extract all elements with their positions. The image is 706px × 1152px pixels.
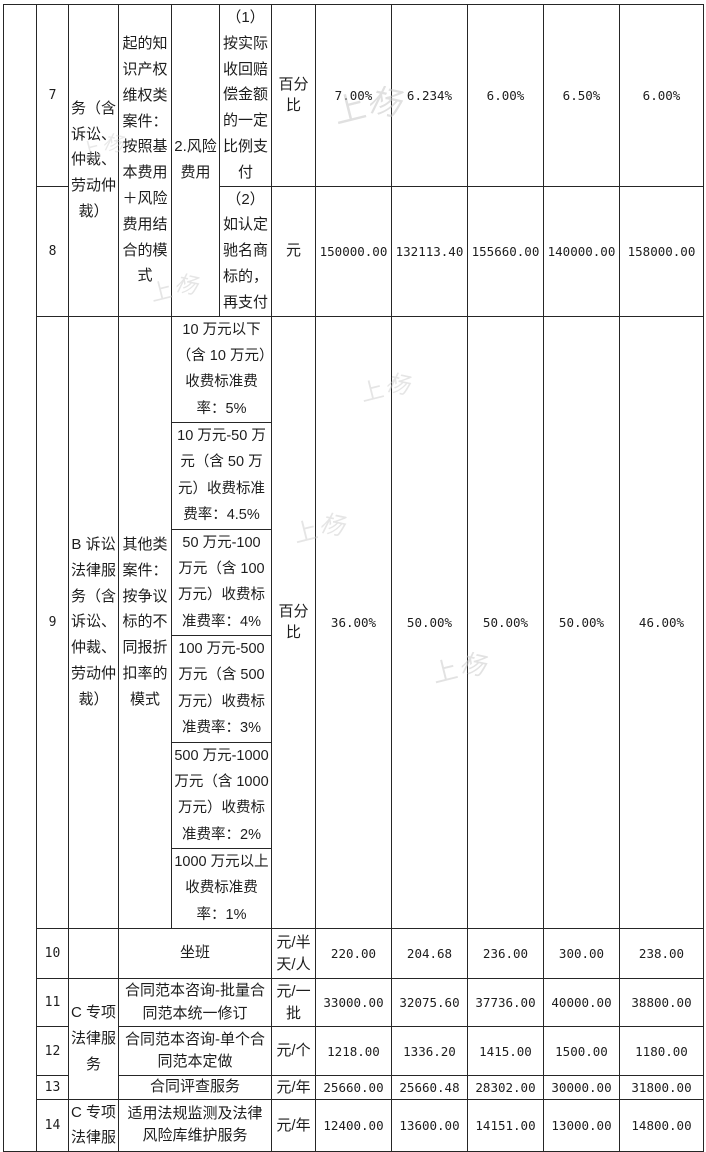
service-type-cell: B 诉讼法律服务（含诉讼、仲裁、劳动仲裁） <box>68 315 119 930</box>
value-cell: 1336.20 <box>391 1026 468 1077</box>
tier-cell: 10 万元-50 万元（含 50 万元）收费标准费率：4.5% <box>171 422 272 530</box>
detail-cell: （2）如认定驰名商标的，再支付 <box>219 185 272 317</box>
value-cell: 155660.00 <box>467 185 544 317</box>
value-cell: 150000.00 <box>315 185 392 317</box>
value-cell: 158000.00 <box>619 185 704 317</box>
value-cell: 36.00% <box>315 315 392 930</box>
value-cell: 40000.00 <box>543 978 620 1028</box>
unit-cell: 百分比 <box>271 4 316 187</box>
value-cell: 31800.00 <box>619 1075 704 1100</box>
value-cell: 25660.48 <box>391 1075 468 1100</box>
category-margin-cell <box>3 3 37 1152</box>
value-cell: 1218.00 <box>315 1026 392 1077</box>
value-cell: 300.00 <box>543 928 620 980</box>
tier-cell: 1000 万元以上收费标准费率：1% <box>171 848 272 930</box>
value-cell: 37736.00 <box>467 978 544 1028</box>
value-cell: 6.50% <box>543 4 620 187</box>
unit-cell: 元/年 <box>271 1075 316 1100</box>
unit-cell: 元/半天/人 <box>271 928 316 980</box>
value-cell: 38800.00 <box>619 978 704 1028</box>
row-number: 11 <box>36 978 69 1028</box>
value-cell: 204.68 <box>391 928 468 980</box>
table-row: 7 务（含诉讼、仲裁、劳动仲裁） 起的知识产权维权类案件：按照基本费用＋风险费用… <box>3 3 704 1152</box>
table-row: 500 万元-1000 万元（含 1000 万元）收费标准费率：2% <box>4 741 704 850</box>
table-row: 14 C 专项法律服 适用法规监测及法律风险库维护服务 元/年 12400.00… <box>4 1098 704 1152</box>
unit-cell: 元/一批 <box>271 978 316 1028</box>
value-cell: 236.00 <box>467 928 544 980</box>
value-cell: 50.00% <box>467 315 544 930</box>
row-number: 13 <box>36 1075 69 1100</box>
value-cell: 28302.00 <box>467 1075 544 1100</box>
value-cell: 1500.00 <box>543 1026 620 1077</box>
charging-mode-cell: 其他类案件：按争议标的不同报折扣率的模式 <box>118 315 172 930</box>
detail-cell: （1）按实际收回赔偿金额的一定比例支付 <box>219 4 272 187</box>
value-cell: 132113.40 <box>391 185 468 317</box>
value-cell: 12400.00 <box>315 1098 392 1152</box>
unit-cell: 元/个 <box>271 1026 316 1077</box>
value-cell: 33000.00 <box>315 978 392 1028</box>
table-row: 1000 万元以上收费标准费率：1% <box>4 848 704 930</box>
service-desc-cell: 坐班 <box>118 928 272 980</box>
service-desc-cell: 合同评查服务 <box>118 1075 272 1100</box>
value-cell: 50.00% <box>543 315 620 930</box>
service-desc-cell: 适用法规监测及法律风险库维护服务 <box>118 1098 272 1152</box>
charging-mode-cell: 起的知识产权维权类案件：按照基本费用＋风险费用结合的模式 <box>118 4 172 317</box>
row-number: 12 <box>36 1026 69 1077</box>
value-cell: 32075.60 <box>391 978 468 1028</box>
table-row: 8 （2）如认定驰名商标的，再支付 元 150000.00 132113.40 … <box>4 185 704 317</box>
row-number: 14 <box>36 1098 69 1152</box>
tier-cell: 500 万元-1000 万元（含 1000 万元）收费标准费率：2% <box>171 741 272 850</box>
value-cell: 1180.00 <box>619 1026 704 1077</box>
service-type-cell <box>68 928 119 980</box>
value-cell: 6.00% <box>619 4 704 187</box>
unit-cell: 百分比 <box>271 315 316 930</box>
service-type-cell: C 专项法律服 <box>68 1098 119 1152</box>
service-type-cell: C 专项法律服务 <box>68 978 119 1100</box>
tier-cell: 10 万元以下（含 10 万元）收费标准费率：5% <box>171 315 272 424</box>
value-cell: 6.00% <box>467 4 544 187</box>
value-cell: 140000.00 <box>543 185 620 317</box>
value-cell: 13600.00 <box>391 1098 468 1152</box>
document-page: { "table": { "left_margin_cell": "", "ro… <box>3 3 704 1152</box>
value-cell: 14800.00 <box>619 1098 704 1152</box>
table-row: 9 B 诉讼法律服务（含诉讼、仲裁、劳动仲裁） 其他类案件：按争议标的不同报折扣… <box>4 315 704 930</box>
value-cell: 13000.00 <box>543 1098 620 1152</box>
value-cell: 238.00 <box>619 928 704 980</box>
value-cell: 14151.00 <box>467 1098 544 1152</box>
subitem-cell: 2.风险费用 <box>171 4 220 317</box>
value-cell: 1415.00 <box>467 1026 544 1077</box>
value-cell: 30000.00 <box>543 1075 620 1100</box>
table-row: 100 万元-500 万元（含 500 万元）收费标准费率：3% <box>4 635 704 743</box>
fee-schedule-table: 7 务（含诉讼、仲裁、劳动仲裁） 起的知识产权维权类案件：按照基本费用＋风险费用… <box>3 3 704 1152</box>
row-number: 10 <box>36 928 69 980</box>
table-row: 50 万元-100 万元（含 100 万元）收费标准费率：4% <box>4 528 704 637</box>
table-row: 10 万元-50 万元（含 50 万元）收费标准费率：4.5% <box>4 422 704 530</box>
value-cell: 46.00% <box>619 315 704 930</box>
service-desc-cell: 合同范本咨询-单个合同范本定做 <box>118 1026 272 1077</box>
table-row: 10 坐班 元/半天/人 220.00 204.68 236.00 300.00… <box>4 928 704 980</box>
value-cell: 6.234% <box>391 4 468 187</box>
service-desc-cell: 合同范本咨询-批量合同范本统一修订 <box>118 978 272 1028</box>
service-type-cell: 务（含诉讼、仲裁、劳动仲裁） <box>68 4 119 317</box>
tier-cell: 50 万元-100 万元（含 100 万元）收费标准费率：4% <box>171 528 272 637</box>
unit-cell: 元 <box>271 185 316 317</box>
row-number: 9 <box>36 315 69 930</box>
row-number: 8 <box>36 185 69 317</box>
tier-cell: 100 万元-500 万元（含 500 万元）收费标准费率：3% <box>171 635 272 743</box>
value-cell: 50.00% <box>391 315 468 930</box>
value-cell: 7.00% <box>315 4 392 187</box>
unit-cell: 元/年 <box>271 1098 316 1152</box>
table-row: 11 C 专项法律服务 合同范本咨询-批量合同范本统一修订 元/一批 33000… <box>4 978 704 1100</box>
value-cell: 220.00 <box>315 928 392 980</box>
value-cell: 25660.00 <box>315 1075 392 1100</box>
row-number: 7 <box>36 4 69 187</box>
